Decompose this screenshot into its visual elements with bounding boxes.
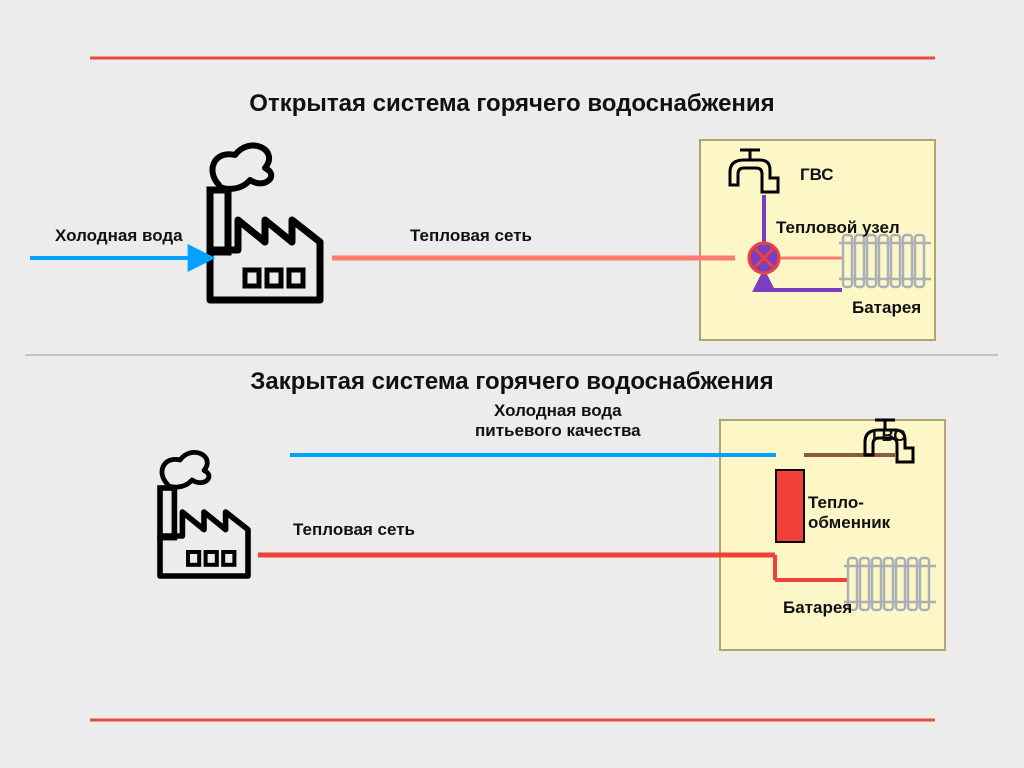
exchanger-label: Тепло- обменник — [808, 493, 890, 534]
radiator-label-closed: Батарея — [783, 598, 852, 618]
cold-water-line1: Холодная вода — [494, 401, 622, 420]
cold-water-line2: питьевого качества — [475, 421, 641, 440]
cold-water-label-open: Холодная вода — [55, 226, 183, 246]
gvs-label-closed: ГВС — [872, 426, 906, 446]
factory-icon-open — [210, 145, 320, 300]
closed-system-title: Закрытая система горячего водоснабжения — [0, 368, 1024, 396]
heat-network-label-closed: Тепловая сеть — [293, 520, 415, 540]
heat-exchanger-icon — [776, 470, 804, 542]
heat-network-label-open: Тепловая сеть — [410, 226, 532, 246]
gvs-label-open: ГВС — [800, 165, 834, 185]
exchanger-line1: Тепло- — [808, 493, 864, 512]
radiator-label-open: Батарея — [852, 298, 921, 318]
exchanger-line2: обменник — [808, 513, 890, 532]
open-system-title: Открытая система горячего водоснабжения — [0, 90, 1024, 118]
cold-water-label-closed: Холодная вода питьевого качества — [475, 401, 641, 441]
heat-node-label: Тепловой узел — [776, 218, 900, 238]
factory-icon-closed — [160, 452, 248, 576]
